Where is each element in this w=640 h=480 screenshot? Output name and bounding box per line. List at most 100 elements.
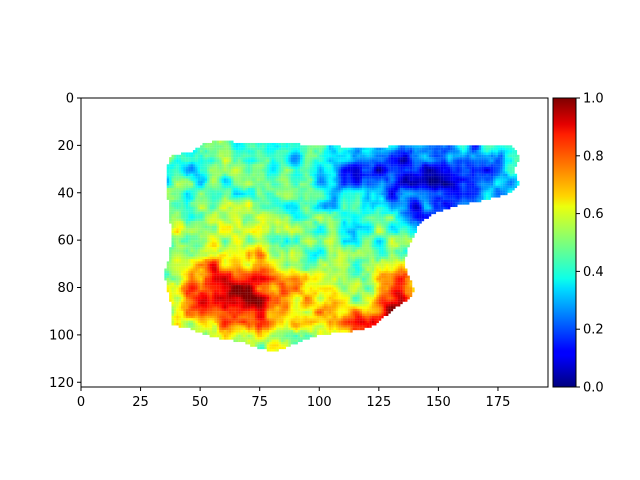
heatmap-cell	[171, 216, 174, 219]
heatmap-cell	[183, 202, 186, 205]
heatmap-cell	[464, 185, 468, 189]
heatmap-cell	[307, 204, 310, 208]
heatmap-cell	[264, 216, 267, 219]
heatmap-cell	[181, 225, 184, 229]
heatmap-cell	[171, 159, 174, 163]
heatmap-cell	[269, 214, 272, 217]
heatmap-cell	[395, 206, 398, 210]
heatmap-cell	[235, 223, 239, 226]
heatmap-cell	[297, 150, 301, 153]
heatmap-cell	[424, 183, 427, 186]
heatmap-cell	[316, 209, 320, 212]
heatmap-cell	[176, 206, 179, 210]
heatmap-cell	[252, 185, 255, 189]
heatmap-cell	[488, 185, 491, 189]
heatmap-cell	[335, 221, 339, 224]
heatmap-cell	[350, 171, 353, 174]
heatmap-cell	[197, 152, 201, 155]
heatmap-cell	[197, 206, 201, 210]
heatmap-cell	[245, 225, 248, 229]
heatmap-cell	[483, 180, 487, 184]
heatmap-cell	[302, 187, 306, 191]
heatmap-cell	[178, 159, 182, 163]
heatmap-cell	[421, 154, 425, 158]
heatmap-cell	[178, 232, 182, 236]
heatmap-cell	[366, 206, 370, 210]
heatmap-cell	[383, 209, 387, 212]
heatmap-cell	[185, 159, 189, 163]
heatmap-cell	[331, 154, 334, 158]
heatmap-cell	[378, 150, 382, 153]
heatmap-cell	[455, 195, 458, 198]
heatmap-cell	[457, 199, 460, 203]
heatmap-cell	[319, 230, 322, 234]
heatmap-cell	[219, 199, 222, 203]
heatmap-cell	[328, 147, 332, 151]
heatmap-cell	[316, 192, 320, 196]
heatmap-cell	[319, 202, 322, 205]
heatmap-cell	[516, 183, 520, 186]
heatmap-cell	[400, 152, 403, 155]
heatmap-cell	[369, 209, 372, 212]
heatmap-cell	[428, 187, 432, 191]
heatmap-cell	[381, 192, 384, 196]
heatmap-cell	[445, 173, 448, 177]
heatmap-cell	[297, 192, 301, 196]
heatmap-cell	[445, 152, 448, 155]
heatmap-cell	[178, 185, 182, 189]
heatmap-cell	[240, 180, 244, 184]
heatmap-cell	[216, 171, 220, 174]
heatmap-cell	[438, 159, 441, 163]
heatmap-cell	[319, 209, 322, 212]
heatmap-cell	[478, 161, 482, 165]
heatmap-cell	[390, 232, 394, 236]
heatmap-cell	[314, 154, 317, 158]
heatmap-cell	[204, 232, 208, 236]
heatmap-cell	[474, 145, 477, 148]
heatmap-cell	[419, 157, 422, 160]
heatmap-cell	[228, 159, 232, 163]
heatmap-cell	[445, 145, 448, 148]
heatmap-cell	[321, 164, 325, 167]
heatmap-cell	[207, 197, 210, 200]
heatmap-cell	[319, 164, 322, 167]
heatmap-cell	[400, 192, 403, 196]
heatmap-cell	[285, 206, 289, 210]
heatmap-cell	[331, 183, 334, 186]
heatmap-cell	[395, 192, 398, 196]
heatmap-cell	[214, 187, 217, 191]
heatmap-cell	[455, 150, 458, 153]
heatmap-cell	[416, 178, 420, 181]
heatmap-cell	[474, 178, 477, 181]
heatmap-cell	[500, 192, 503, 196]
heatmap-cell	[312, 183, 315, 186]
heatmap-cell	[347, 230, 351, 234]
heatmap-cell	[402, 230, 406, 234]
heatmap-cell	[414, 180, 417, 184]
heatmap-cell	[474, 152, 477, 155]
heatmap-cell	[169, 199, 172, 203]
heatmap-cell	[385, 183, 389, 186]
heatmap-cell	[221, 190, 225, 193]
heatmap-cell	[293, 183, 296, 186]
heatmap-cell	[412, 166, 415, 170]
heatmap-cell	[447, 159, 451, 163]
heatmap-cell	[395, 150, 398, 153]
heatmap-cell	[404, 206, 408, 210]
heatmap-cell	[176, 195, 179, 198]
heatmap-cell	[393, 185, 396, 189]
heatmap-cell	[424, 206, 427, 210]
heatmap-cell	[226, 154, 229, 158]
heatmap-cell	[335, 176, 339, 179]
heatmap-cell	[502, 192, 506, 196]
heatmap-cell	[371, 230, 375, 234]
heatmap-cell	[335, 199, 339, 203]
heatmap-cell	[409, 169, 413, 172]
heatmap-cell	[447, 176, 451, 179]
heatmap-cell	[271, 190, 275, 193]
heatmap-cell	[238, 161, 241, 165]
heatmap-cell	[476, 145, 479, 148]
heatmap-cell	[314, 225, 317, 229]
heatmap-cell	[447, 157, 451, 160]
heatmap-cell	[340, 154, 344, 158]
